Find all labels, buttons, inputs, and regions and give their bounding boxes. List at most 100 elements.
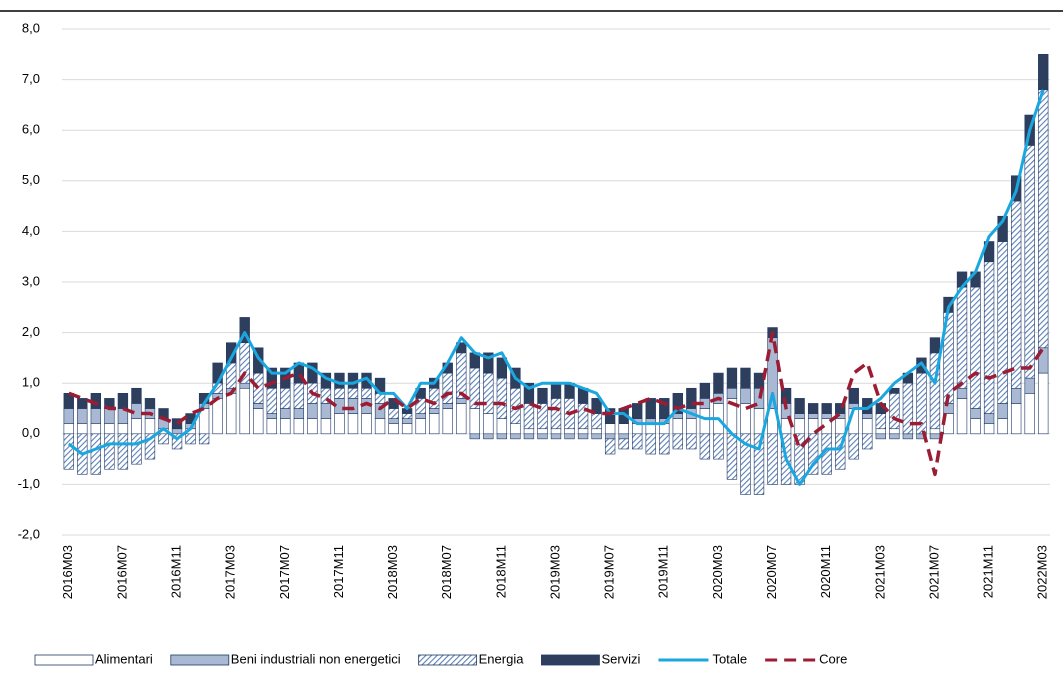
bar-segment <box>90 408 102 424</box>
line-series <box>67 89 1045 486</box>
bar-segment <box>1024 377 1035 394</box>
bar-segment <box>469 433 480 440</box>
bar-segment <box>713 372 724 394</box>
bar-segment <box>144 398 156 409</box>
bar-segment <box>821 413 832 419</box>
bar-segment <box>848 387 859 404</box>
bar-segment <box>171 428 183 435</box>
bar-segment <box>226 342 237 364</box>
bar-segment <box>226 393 237 435</box>
bar-segment <box>63 433 74 470</box>
bar-segment <box>902 382 914 435</box>
bar-segment <box>875 433 886 440</box>
bar-segment <box>117 393 129 409</box>
bar-segment <box>618 433 629 440</box>
bar-segment <box>239 382 250 389</box>
bar-segment <box>862 413 873 419</box>
bar-segment <box>171 418 183 430</box>
bar-segment <box>835 418 846 435</box>
x-tick-label: 2016M03 <box>60 545 75 599</box>
bar-segment <box>361 413 372 435</box>
bar-segment <box>699 408 711 435</box>
bar-segment <box>537 387 548 404</box>
bar-segment <box>997 241 1008 404</box>
bar-segment <box>591 413 602 430</box>
x-tick-label: 2020M11 <box>818 545 833 598</box>
bar-segment <box>293 382 305 409</box>
bar-segment <box>618 423 629 435</box>
bar-segment <box>280 418 291 435</box>
bar-segment <box>374 418 386 435</box>
bar-segment <box>970 418 981 435</box>
bar-segment <box>604 423 616 435</box>
bar-segment <box>90 433 102 475</box>
bar-segment <box>997 418 1008 435</box>
bar-segment <box>550 428 562 435</box>
legend-label: Core <box>819 651 847 666</box>
bar-segment <box>956 398 968 435</box>
bar-segment <box>77 398 88 409</box>
bar-segment <box>483 413 494 435</box>
bar-segment <box>280 408 291 419</box>
y-tick-label: 2,0 <box>22 324 40 339</box>
bar-segment <box>347 413 359 435</box>
x-tick-label: 2019M03 <box>547 545 562 599</box>
bar-segment <box>591 428 602 435</box>
bar-segment <box>753 433 765 495</box>
bar-segment <box>686 433 697 450</box>
bar-segment <box>523 433 535 440</box>
bar-segment <box>456 352 467 399</box>
bar-segment <box>970 408 981 419</box>
bar-segment <box>807 433 819 475</box>
bar-segment <box>523 382 535 404</box>
bar-segment <box>618 438 629 450</box>
x-tick-label: 2021M03 <box>872 545 887 599</box>
x-tick-label: 2019M11 <box>656 545 671 598</box>
legend-swatch <box>418 654 478 666</box>
x-tick-label: 2020M07 <box>764 545 779 599</box>
x-tick-label: 2022M03 <box>1035 545 1050 599</box>
bar-segment <box>239 317 250 344</box>
bar-segment <box>77 423 88 435</box>
bar-segment <box>686 387 697 409</box>
bar-segment <box>591 398 602 414</box>
bar-segment <box>307 403 318 419</box>
bar-segment <box>334 387 345 399</box>
legend-swatch <box>34 654 94 666</box>
bar-segment <box>740 433 751 495</box>
bar-segment <box>645 423 656 435</box>
bar-segment <box>1010 387 1022 404</box>
bar-segment <box>171 433 183 450</box>
bar-segment <box>807 413 819 419</box>
bar-segment <box>469 408 480 435</box>
bar-segment <box>496 418 508 435</box>
bar-segment <box>537 433 548 440</box>
bar-segment <box>659 398 670 419</box>
bar-segment <box>523 428 535 435</box>
bar-segment <box>212 398 223 435</box>
bar-segment <box>645 398 656 419</box>
bar-segment <box>442 403 453 409</box>
bar-segment <box>374 393 386 404</box>
bar-segment <box>429 387 440 409</box>
bar-segment <box>672 393 683 414</box>
bar-segment <box>117 423 129 435</box>
bar-segment <box>90 423 102 435</box>
bar-segment <box>253 372 264 404</box>
bar-segment <box>672 433 683 450</box>
y-tick-label: 3,0 <box>22 273 40 288</box>
bar-segment <box>415 413 426 419</box>
x-tick-label: 2017M03 <box>223 545 238 599</box>
bar-segment <box>686 418 697 435</box>
bar-segment <box>104 408 115 424</box>
bar-segment <box>672 418 683 435</box>
bar-segment <box>388 423 399 435</box>
bar-segment <box>875 413 886 430</box>
bar-segment <box>253 403 264 409</box>
bar-segment <box>1038 89 1049 349</box>
bar-segment <box>929 433 941 440</box>
bar-segment <box>1024 145 1035 379</box>
bar-segment <box>807 403 819 414</box>
bar-segment <box>835 433 846 470</box>
bar-segment <box>429 408 440 414</box>
